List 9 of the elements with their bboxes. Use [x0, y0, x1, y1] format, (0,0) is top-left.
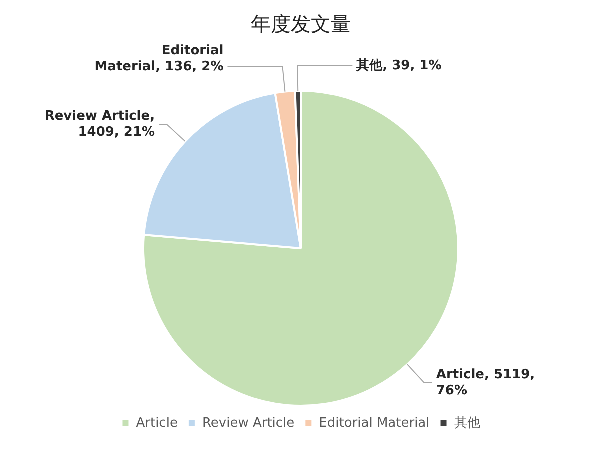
legend-label: Article: [136, 416, 178, 431]
data-label: Editorial Material, 136, 2%: [94, 43, 224, 74]
legend-label: Editorial Material: [319, 416, 430, 431]
data-label: Review Article, 1409, 21%: [44, 108, 156, 140]
data-label: 其他, 39, 1%: [356, 58, 442, 74]
legend-label: 其他: [454, 416, 480, 431]
legend-label: Review Article: [202, 416, 295, 431]
chart-title: 年度发文量: [251, 12, 351, 36]
data-label: Article, 5119, 76%: [436, 367, 536, 398]
